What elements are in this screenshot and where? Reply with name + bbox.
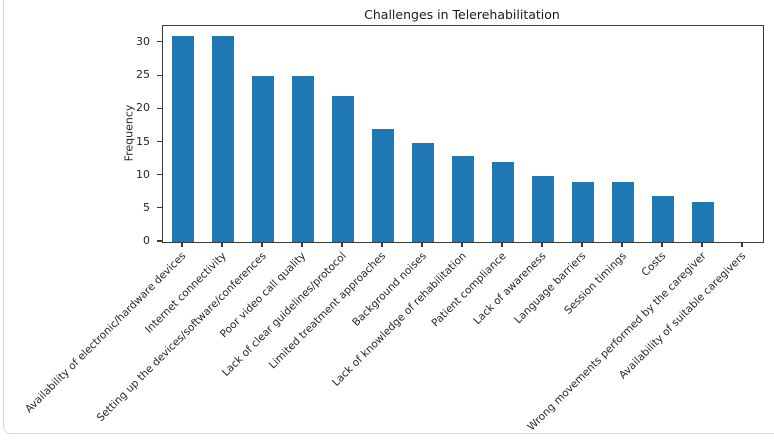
bar — [532, 175, 554, 242]
x-tick-mark — [461, 243, 463, 247]
bar — [212, 36, 234, 242]
y-tick-mark — [157, 207, 162, 209]
y-tick-label: 15 — [136, 134, 150, 148]
bar — [372, 129, 394, 242]
bar — [332, 96, 354, 242]
x-tick-mark — [381, 243, 383, 247]
y-tick-mark — [157, 74, 162, 76]
x-tick-mark — [301, 243, 303, 247]
chart-title: Challenges in Telerehabilitation — [364, 7, 560, 22]
x-tick-mark — [421, 243, 423, 247]
y-tick-mark — [157, 240, 162, 242]
y-tick-label: 25 — [136, 68, 150, 82]
x-tick-mark — [541, 243, 543, 247]
bar — [172, 36, 194, 242]
x-tick-mark — [221, 243, 223, 247]
bar — [652, 195, 674, 242]
y-tick-label: 10 — [136, 167, 150, 181]
y-tick-label: 30 — [136, 34, 150, 48]
card-border — [3, 0, 774, 434]
x-tick-mark — [341, 243, 343, 247]
x-tick-mark — [581, 243, 583, 247]
y-tick-mark — [157, 41, 162, 43]
bar — [252, 76, 274, 242]
y-tick-mark — [157, 140, 162, 143]
y-tick-label: 5 — [143, 200, 150, 214]
x-tick-mark — [741, 243, 743, 247]
bar — [572, 182, 594, 242]
plot-area — [162, 25, 764, 243]
x-tick-mark — [181, 243, 183, 247]
bar — [612, 182, 634, 242]
x-tick-mark — [621, 243, 623, 247]
x-tick-mark — [701, 243, 703, 247]
bar — [292, 76, 314, 242]
bar — [492, 162, 514, 242]
y-tick-label: 20 — [136, 101, 150, 115]
x-tick-mark — [661, 243, 663, 247]
x-tick-mark — [261, 243, 263, 247]
bar — [452, 155, 474, 242]
x-tick-mark — [501, 243, 503, 247]
y-tick-mark — [157, 174, 162, 176]
y-tick-mark — [157, 107, 162, 109]
y-tick-label: 0 — [143, 234, 150, 247]
bar — [692, 202, 714, 242]
bar — [412, 142, 434, 242]
